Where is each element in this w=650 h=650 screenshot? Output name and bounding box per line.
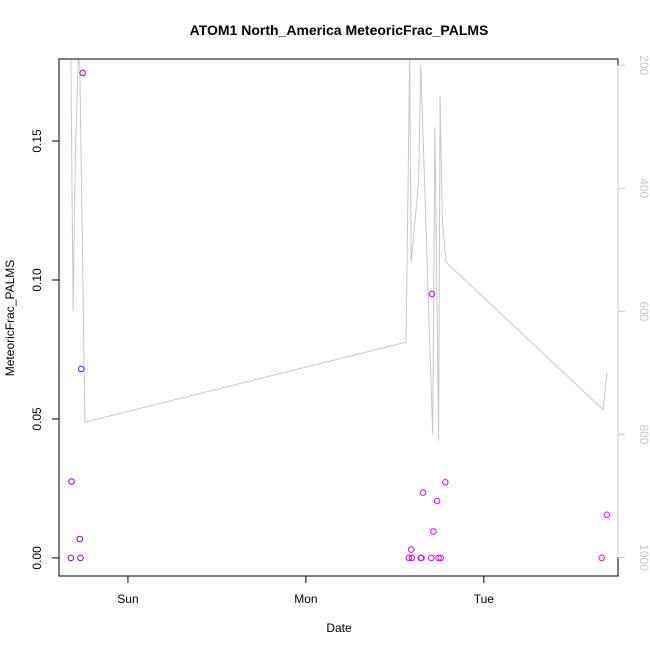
data-point: [68, 478, 75, 485]
data-point: [603, 511, 611, 519]
x-axis: Sun Mon Tue: [117, 575, 495, 606]
y-tick-label: 0.10: [30, 268, 44, 292]
y-axis: 0.00 0.05 0.10 0.15: [30, 129, 60, 570]
data-point: [79, 69, 86, 77]
y-tick-label: 0.00: [30, 546, 44, 570]
data-point: [428, 290, 436, 298]
data-point: [67, 554, 75, 562]
data-point: [435, 554, 442, 562]
x-tick-label: Sun: [117, 592, 138, 606]
pressure-line-layer: [70, 58, 608, 441]
data-point: [77, 554, 84, 562]
y2-tick-label: 400: [637, 178, 650, 198]
plot-frame: [58, 58, 619, 577]
data-point: [442, 479, 449, 486]
y2-tick-label: 1000: [637, 544, 650, 571]
data-point: [407, 546, 415, 553]
y-tick-label: 0.15: [30, 129, 44, 153]
x-tick-label: Mon: [294, 592, 317, 606]
data-point: [430, 528, 437, 535]
y2-axis: 200 400 600 800 1000: [617, 55, 650, 571]
data-point: [419, 489, 427, 496]
data-point: [76, 535, 84, 543]
data-point: [437, 554, 445, 562]
data-point: [77, 365, 85, 373]
x-tick-label: Tue: [474, 592, 495, 606]
data-points-layer: [67, 69, 611, 562]
y-axis-label: MeteoricFrac_PALMS: [3, 260, 17, 376]
y2-tick-label: 200: [637, 55, 650, 75]
y2-tick-label: 800: [637, 424, 650, 444]
data-point: [598, 554, 606, 562]
x-axis-label: Date: [326, 621, 352, 635]
data-point: [418, 554, 425, 562]
data-point: [427, 554, 435, 562]
data-point: [408, 554, 416, 562]
pressure-line: [70, 58, 608, 441]
chart-title: ATOM1 North_America MeteoricFrac_PALMS: [190, 22, 489, 38]
data-point: [433, 497, 441, 505]
y-tick-label: 0.05: [30, 407, 44, 431]
y2-tick-label: 600: [637, 301, 650, 321]
data-point: [405, 554, 413, 562]
